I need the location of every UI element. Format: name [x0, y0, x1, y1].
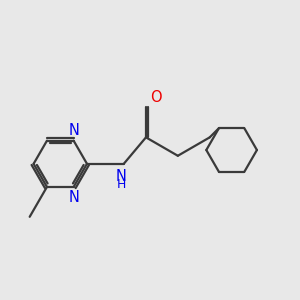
Text: N: N: [69, 123, 80, 138]
Text: N: N: [69, 190, 80, 205]
Text: N: N: [116, 169, 127, 184]
Text: O: O: [151, 90, 162, 105]
Text: H: H: [117, 178, 126, 190]
